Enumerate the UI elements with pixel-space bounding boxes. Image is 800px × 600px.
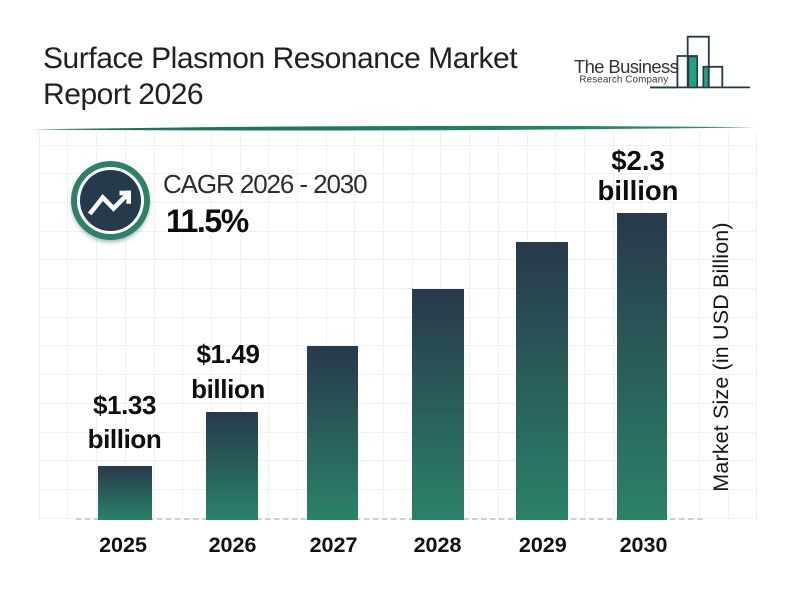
svg-text:The Business: The Business [574, 56, 679, 77]
svg-text:Research Company: Research Company [579, 74, 668, 85]
